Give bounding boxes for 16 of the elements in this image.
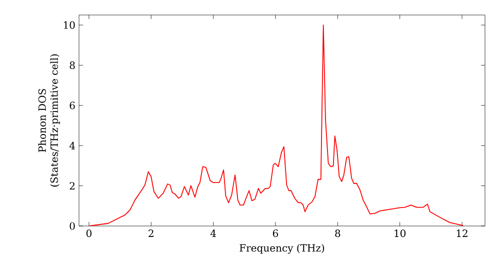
x-tick-label: 4: [210, 230, 216, 237]
x-tick-label: 8: [335, 230, 340, 238]
x-tick-label: 12: [456, 230, 468, 237]
y-tick-label: 6: [70, 102, 75, 110]
x-tick-label: 0: [86, 230, 92, 238]
line-series: [88, 24, 464, 226]
y-tick-label: 0: [70, 222, 75, 230]
y-tick-label: 10: [64, 21, 75, 29]
x-tick-label: 6: [272, 230, 278, 238]
y-axis-title: Phonon DOS (States/THz·primitive cell): [38, 54, 60, 187]
x-tick-label: 10: [394, 230, 406, 238]
y-tick-label: 8: [70, 61, 75, 70]
y-tick-label: 4: [69, 142, 75, 150]
x-tick-label: 2: [148, 230, 154, 237]
y-tick-label: 2: [70, 182, 74, 190]
x-axis-title: Frequency (THz): [240, 244, 324, 254]
